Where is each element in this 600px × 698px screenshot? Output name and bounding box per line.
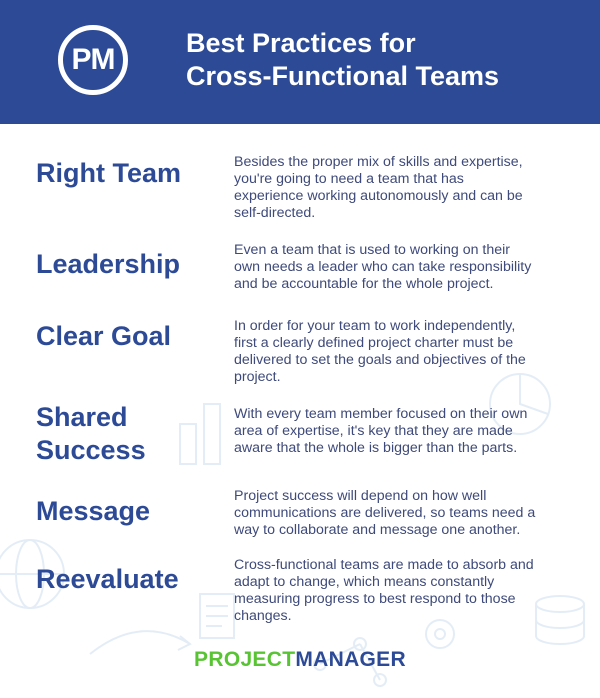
arrow-icon xyxy=(89,630,192,655)
practice-heading-leadership: Leadership xyxy=(36,249,181,279)
practice-heading-reevaluate: Reevaluate xyxy=(36,564,179,594)
header-banner: PM Best Practices for Cross-Functional T… xyxy=(0,0,600,124)
practice-heading-right-team: Right Team xyxy=(36,158,182,188)
practice-description-clear-goal: In order for your team to work independe… xyxy=(234,318,526,385)
practice-heading-clear-goal: Clear Goal xyxy=(36,321,172,351)
gear-icon xyxy=(425,619,455,649)
database-icon xyxy=(535,595,585,645)
practice-description-right-team: Besides the proper mix of skills and exp… xyxy=(234,154,523,221)
document-icon xyxy=(199,593,235,639)
practice-description-leadership: Even a team that is used to working on t… xyxy=(234,242,532,292)
pm-logo: PM xyxy=(58,25,128,95)
projectmanager-logo: PROJECTMANAGER xyxy=(0,648,600,672)
practice-description-reevaluate: Cross-functional teams are made to absor… xyxy=(234,557,534,624)
background-decoration xyxy=(0,373,585,687)
pie-chart-icon xyxy=(489,373,551,435)
logo-text: PM xyxy=(71,43,116,76)
bar-chart-icon xyxy=(179,403,221,465)
network-icon xyxy=(313,637,387,687)
title-line-2: Cross-Functional Teams xyxy=(186,61,500,91)
brand-part-manager: MANAGER xyxy=(295,648,406,671)
practice-description-message: Project success will depend on how well … xyxy=(234,488,536,538)
globe-icon xyxy=(0,539,65,609)
brand-part-project: PROJECT xyxy=(194,648,296,671)
practice-heading-message: Message xyxy=(36,496,151,526)
page-title: Best Practices for Cross-Functional Team… xyxy=(186,27,586,93)
practice-heading-shared-success: Shared Success xyxy=(36,402,146,465)
title-line-1: Best Practices for xyxy=(186,28,416,58)
practice-description-shared-success: With every team member focused on their … xyxy=(234,406,528,456)
